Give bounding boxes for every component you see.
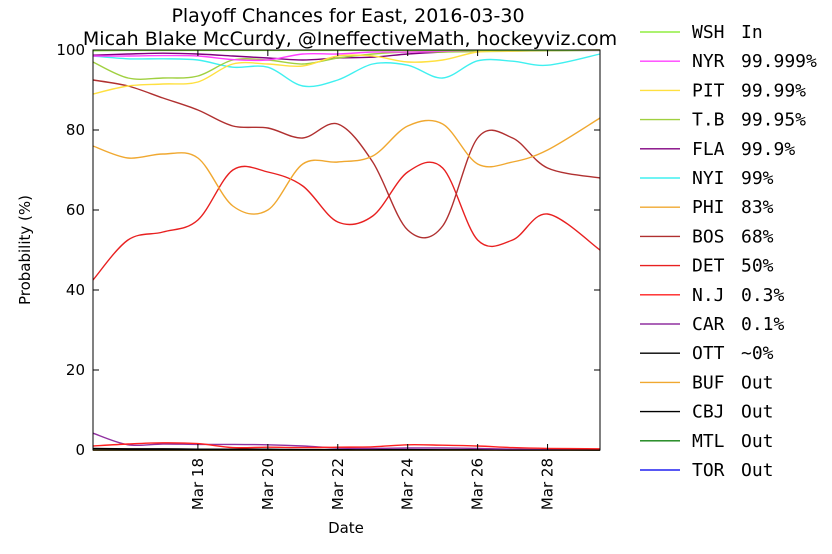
- legend-team: FLA: [692, 139, 725, 160]
- legend-item: TOR Out: [640, 460, 774, 481]
- legend-item: WSH In: [640, 22, 763, 43]
- y-tick-label: 0: [75, 441, 85, 459]
- y-tick-label: 20: [66, 361, 85, 379]
- legend-team: OTT: [692, 343, 725, 364]
- y-tick-label: 100: [56, 41, 85, 59]
- legend-status: 68%: [741, 226, 774, 247]
- legend: WSH In NYR 99.999% PIT 99.99% T.B 99.95% FLA 99.9…: [640, 22, 817, 481]
- legend-status: 99.999%: [741, 51, 817, 72]
- x-axis: Mar 18 Mar 20 Mar 22 Mar 24 Mar 26 Mar 28: [189, 50, 557, 510]
- legend-team: DET: [692, 256, 725, 277]
- legend-item: PHI 83%: [640, 197, 774, 218]
- legend-item: OTT ~0%: [640, 343, 774, 364]
- legend-status: 50%: [741, 256, 774, 277]
- legend-status: Out: [741, 402, 774, 423]
- legend-team: BUF: [692, 372, 725, 393]
- y-axis: 0 20 40 60 80 100: [56, 41, 600, 459]
- legend-item: BOS 68%: [640, 226, 774, 247]
- legend-status: 0.1%: [741, 314, 785, 335]
- x-axis-label: Date: [328, 519, 364, 537]
- legend-status: 83%: [741, 197, 774, 218]
- legend-item: PIT 99.99%: [640, 80, 806, 101]
- legend-status: 0.3%: [741, 285, 785, 306]
- legend-team: NYI: [692, 168, 725, 189]
- legend-team: PHI: [692, 197, 725, 218]
- legend-status: 99.99%: [741, 80, 806, 101]
- legend-item: FLA 99.9%: [640, 139, 795, 160]
- legend-team: WSH: [692, 22, 725, 43]
- legend-item: N.J 0.3%: [640, 285, 785, 306]
- series-line-bos: [92, 79, 601, 239]
- chart-title: Playoff Chances for East, 2016-03-30: [171, 5, 524, 27]
- legend-item: BUF Out: [640, 372, 774, 393]
- legend-item: MTL Out: [640, 431, 774, 452]
- y-tick-label: 60: [66, 201, 85, 219]
- legend-status: Out: [741, 431, 774, 452]
- legend-status: Out: [741, 460, 774, 481]
- series-line-phi: [92, 117, 601, 215]
- legend-team: BOS: [692, 226, 725, 247]
- plot-frame: [92, 49, 601, 451]
- chart-subtitle: Micah Blake McCurdy, @IneffectiveMath, h…: [83, 28, 617, 50]
- legend-team: CBJ: [692, 402, 725, 423]
- x-tick-label: Mar 28: [539, 458, 557, 510]
- x-tick-label: Mar 20: [259, 458, 277, 510]
- series-line-nyi: [92, 53, 601, 88]
- legend-item: NYI 99%: [640, 168, 774, 189]
- legend-team: NYR: [692, 51, 725, 72]
- legend-item: NYR 99.999%: [640, 51, 817, 72]
- legend-item: CAR 0.1%: [640, 314, 785, 335]
- legend-team: TOR: [692, 460, 725, 481]
- legend-team: PIT: [692, 80, 725, 101]
- legend-item: CBJ Out: [640, 402, 774, 423]
- legend-team: MTL: [692, 431, 725, 452]
- legend-status: 99.95%: [741, 110, 806, 131]
- legend-status: Out: [741, 372, 774, 393]
- legend-item: T.B 99.95%: [640, 110, 806, 131]
- series-line-det: [92, 161, 601, 281]
- x-tick-label: Mar 24: [399, 458, 417, 510]
- legend-status: ~0%: [741, 343, 774, 364]
- x-tick-label: Mar 18: [189, 458, 207, 510]
- x-tick-label: Mar 22: [329, 458, 347, 510]
- legend-team: T.B: [692, 110, 725, 131]
- y-axis-label: Probability (%): [16, 195, 34, 305]
- y-tick-label: 40: [66, 281, 85, 299]
- y-tick-label: 80: [66, 121, 85, 139]
- legend-status: 99.9%: [741, 139, 795, 160]
- legend-item: DET 50%: [640, 256, 774, 277]
- legend-team: CAR: [692, 314, 725, 335]
- legend-status: 99%: [741, 168, 774, 189]
- legend-team: N.J: [692, 285, 725, 306]
- series-lines: [92, 49, 601, 451]
- legend-status: In: [741, 22, 763, 43]
- x-tick-label: Mar 26: [469, 458, 487, 510]
